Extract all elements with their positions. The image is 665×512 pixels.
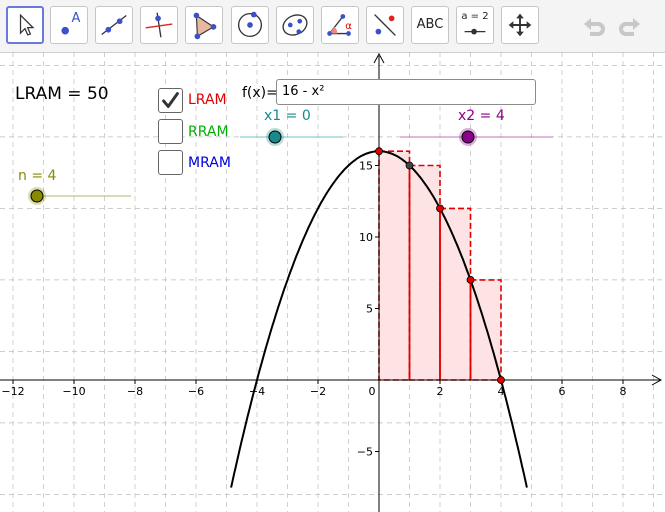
function-input[interactable]: 16 - x² <box>276 79 536 105</box>
y-tick-label: 15 <box>359 160 373 173</box>
undo-button[interactable] <box>578 10 610 42</box>
y-tick-label: 5 <box>366 303 373 316</box>
x-tick-label: −4 <box>249 385 265 398</box>
grid <box>0 52 665 512</box>
slider-tool-label: a = 2 <box>461 11 489 22</box>
x-tick-label: 6 <box>559 385 566 398</box>
y-axis-arrow <box>373 52 385 64</box>
lram-checkbox-label: LRAM <box>188 92 227 108</box>
curve-point <box>436 204 444 213</box>
x-tick-label: 8 <box>620 385 627 398</box>
checkmark-icon <box>162 92 179 108</box>
tick-labels: −12 −10 −8 −6 −4 −2 0 2 4 6 8 15 10 5 −5 <box>1 160 626 459</box>
curve-point <box>497 376 505 384</box>
line-tool-button[interactable] <box>95 6 133 44</box>
riemann-rectangles <box>378 150 502 381</box>
toolbar: A α ABC a = 2 <box>0 0 665 53</box>
curve-point <box>466 275 475 284</box>
reflect-tool-button[interactable] <box>366 6 404 44</box>
polygon-tool-button[interactable] <box>185 6 223 44</box>
x-tick-label: −8 <box>127 385 143 398</box>
riemann-rect-fill <box>440 208 471 380</box>
x-tick-label: −12 <box>1 385 24 398</box>
text-tool-label: ABC <box>416 17 444 32</box>
angle-tool-button[interactable]: α <box>321 6 359 44</box>
slider-tool-button[interactable]: a = 2 <box>456 6 494 44</box>
curve-point <box>405 161 414 170</box>
lram-checkbox[interactable] <box>158 88 183 113</box>
x-tick-label: 4 <box>498 385 505 398</box>
conic-tool-button[interactable] <box>276 6 314 44</box>
redo-icon <box>619 18 640 36</box>
mram-checkbox[interactable] <box>158 150 183 175</box>
perpendicular-line-tool-button[interactable] <box>140 6 178 44</box>
x-tick-label: −6 <box>188 385 204 398</box>
text-tool-button[interactable]: ABC <box>411 6 449 44</box>
graphics-view[interactable]: −12 −10 −8 −6 −4 −2 0 2 4 6 8 15 10 5 −5 <box>0 52 665 512</box>
rram-checkbox-label: RRAM <box>188 124 229 140</box>
x2-slider-label: x2 = 4 <box>458 108 505 124</box>
function-points <box>375 147 505 384</box>
rram-checkbox[interactable] <box>158 119 183 144</box>
riemann-rect-fill <box>379 151 410 380</box>
axes <box>0 52 663 512</box>
move-graphics-view-tool-button[interactable] <box>501 6 539 44</box>
x1-slider-label: x1 = 0 <box>264 108 311 124</box>
lram-value: LRAM = 50 <box>15 84 109 104</box>
x-tick-label: −2 <box>310 385 326 398</box>
function-input-label: f(x)= <box>242 85 278 101</box>
n-slider-label: n = 4 <box>18 168 57 184</box>
point-tool-button[interactable]: A <box>50 6 88 44</box>
riemann-rect-fill <box>409 165 440 380</box>
curve-point <box>375 147 383 156</box>
point-label: A <box>71 11 81 26</box>
redo-button[interactable] <box>614 10 646 42</box>
undo-icon <box>584 18 605 36</box>
x-tick-label: 2 <box>437 385 444 398</box>
x-tick-label: 0 <box>369 385 376 398</box>
y-tick-label: 10 <box>359 231 373 244</box>
circle-tool-button[interactable] <box>231 6 269 44</box>
y-tick-label: −5 <box>357 446 373 459</box>
x-axis-arrow <box>651 374 663 386</box>
angle-label: α <box>345 21 352 32</box>
x-tick-label: −10 <box>62 385 85 398</box>
move-tool-button[interactable] <box>6 6 44 44</box>
mram-checkbox-label: MRAM <box>188 155 231 171</box>
